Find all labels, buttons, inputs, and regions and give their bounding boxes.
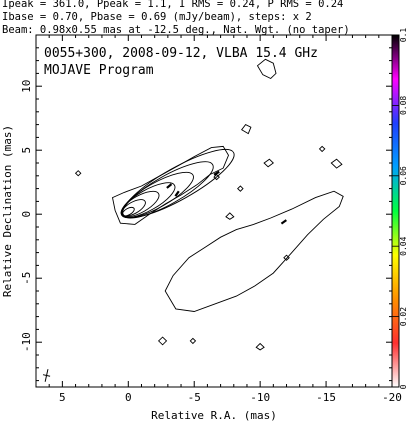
colorbar xyxy=(391,34,400,388)
jet-contour-4 xyxy=(263,158,274,168)
colorbar-tick-label: 0.04 xyxy=(399,236,408,255)
x-axis-label: Relative R.A. (mas) xyxy=(151,409,277,422)
y-tick-label: 10 xyxy=(20,80,33,93)
program-label: MOJAVE Program xyxy=(44,63,154,78)
y-tick-label: -5 xyxy=(20,272,33,285)
x-tick-label: 0 xyxy=(125,391,132,404)
header-line-2: Ibase = 0.70, Pbase = 0.69 (mJy/beam), s… xyxy=(2,11,312,23)
jet-contour-13 xyxy=(283,254,290,261)
core-contour-5 xyxy=(122,161,214,219)
core-contour-6 xyxy=(122,148,235,218)
jet-contour-3 xyxy=(241,124,252,135)
jet-contour-2 xyxy=(256,58,277,80)
x-tick-label: -20 xyxy=(382,391,402,404)
y-axis-label: Relative Declination (mas) xyxy=(1,125,14,297)
jet-contour-10 xyxy=(74,170,82,177)
polarization-tick-1 xyxy=(174,190,180,197)
jet-contour-1 xyxy=(164,190,344,312)
colorbar-tick-label: 0.06 xyxy=(399,166,408,185)
polarization-tick-0 xyxy=(166,183,173,189)
y-axis-ticks: 10 5 0 -5 -10 xyxy=(20,47,392,382)
jet-contour-14 xyxy=(318,145,326,153)
source-title: 0055+300, 2008-09-12, VLBA 15.4 GHz xyxy=(44,46,318,61)
y-tick-label: -10 xyxy=(20,332,33,352)
plot-frame xyxy=(35,34,393,388)
beam-marker xyxy=(42,369,51,382)
jet-contour-7 xyxy=(157,336,168,346)
contour-layer xyxy=(74,58,344,351)
jet-contour-0 xyxy=(111,145,230,225)
colorbar-tick-label: 0 xyxy=(399,384,408,389)
jet-contour-6 xyxy=(225,212,235,220)
header-line-3: Beam: 0.98x0.55 mas at -12.5 deg., Nat. … xyxy=(2,24,350,36)
x-tick-label: -10 xyxy=(250,391,270,404)
colorbar-tick-label: 0.1 xyxy=(399,28,408,43)
x-tick-label: 5 xyxy=(59,391,66,404)
x-tick-label: -15 xyxy=(316,391,336,404)
polarization-tick-2 xyxy=(213,170,220,176)
jet-contour-8 xyxy=(255,342,265,351)
y-tick-label: 5 xyxy=(20,147,33,154)
x-axis-ticks: 5 0 -5 -10 -15 -20 xyxy=(48,35,402,404)
colorbar-tick-label: 0.08 xyxy=(399,96,408,115)
colorbar-ticks: 0 0.02 0.04 0.06 0.08 0.1 xyxy=(392,28,408,389)
jet-contour-12 xyxy=(213,173,220,181)
beam-minor-axis xyxy=(42,374,51,377)
jet-contour-9 xyxy=(189,337,197,345)
x-tick-label: -5 xyxy=(188,391,201,404)
y-tick-label: 0 xyxy=(20,211,33,218)
polarization-tick-3 xyxy=(280,219,287,225)
jet-contour-11 xyxy=(237,185,244,192)
header-line-1: Ipeak = 361.0, Ppeak = 1.1, I RMS = 0.24… xyxy=(2,0,343,10)
colorbar-tick-label: 0.02 xyxy=(399,307,408,326)
polarization-ticks xyxy=(166,170,287,225)
jet-contour-5 xyxy=(330,158,343,169)
